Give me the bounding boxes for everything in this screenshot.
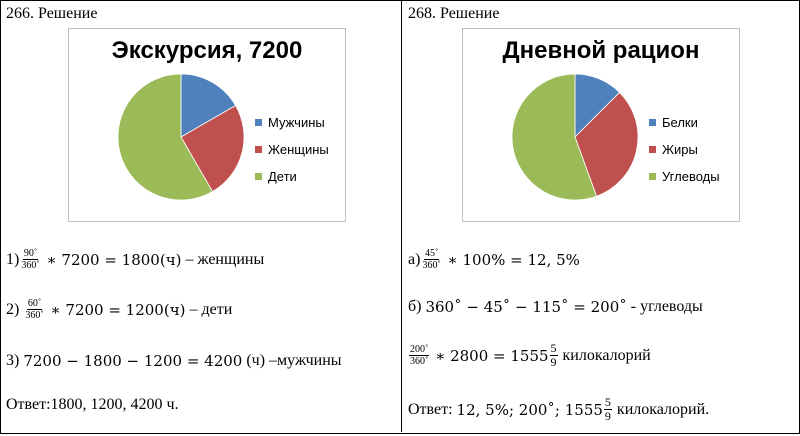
- legend-label: Белки: [662, 115, 698, 130]
- pie-slice-1: [180, 104, 245, 193]
- fraction: 45˚ 360˚: [421, 248, 441, 271]
- pie-slice-1: [574, 91, 639, 197]
- pie-chart: [511, 73, 639, 201]
- chart-excursion: Экскурсия, 7200 Мужчины Женщины Дети: [68, 28, 346, 222]
- mixed-fraction: 5 9: [549, 341, 558, 369]
- answer-expression: 12, 5%; 200˚; 1555: [456, 400, 603, 419]
- chart-legend: Мужчины Женщины Дети: [255, 109, 329, 190]
- fraction: 200˚ 360˚: [409, 344, 430, 367]
- answer-prefix: Ответ:: [408, 400, 457, 418]
- legend-label: Женщины: [268, 142, 329, 157]
- line-tail: – дети: [185, 300, 233, 318]
- line-prefix: 2): [6, 300, 24, 318]
- legend-label: Углеводы: [662, 169, 720, 184]
- legend-label: Жиры: [662, 142, 698, 157]
- line-expression: 360˚ − 45˚ − 115˚ = 200˚: [425, 298, 627, 316]
- line-expression: ∗ 2800 = 1555: [430, 346, 549, 365]
- legend-swatch: [649, 119, 656, 126]
- fraction-denominator: 360˚: [21, 260, 40, 271]
- fraction-numerator: 5: [549, 341, 558, 356]
- fraction-denominator: 360˚: [422, 260, 441, 271]
- solution-line-3: 3) 7200 − 1800 − 1200 = 4200 (ч) –мужчин…: [6, 352, 342, 370]
- fraction-denominator: 9: [604, 409, 611, 423]
- chart-title: Экскурсия, 7200: [111, 37, 303, 64]
- legend-label: Дети: [268, 169, 297, 184]
- fraction-numerator: 200˚: [409, 344, 430, 356]
- answer-line: Ответ: 12, 5%; 200˚; 1555 5 9 килокалори…: [408, 396, 709, 423]
- line-prefix: 3): [6, 352, 24, 369]
- fraction-denominator: 360˚: [25, 310, 44, 321]
- legend-item: Дети: [255, 163, 329, 190]
- legend-label: Мужчины: [268, 115, 325, 130]
- line-tail: – женщины: [181, 250, 265, 268]
- line-tail: килокалорий: [558, 346, 651, 364]
- table-divider: [401, 0, 402, 432]
- answer-tail: килокалорий.: [612, 400, 710, 418]
- solution-line-2: 2) 60˚ 360˚ ∗ 7200 = 1200(ч) – дети: [6, 298, 232, 321]
- line-expression: ∗ 7200 = 1800(ч): [41, 250, 182, 269]
- pie-slice-2: [117, 73, 214, 201]
- cell-268: 268. Решение Дневной рацион Белки Жиры Угл…: [402, 0, 798, 432]
- answer-text: Ответ:1800, 1200, 4200 ч.: [6, 396, 179, 413]
- solution-line-1: а) 45˚ 360˚ ∗ 100% = 12, 5%: [408, 248, 580, 271]
- cell-title: 268. Решение: [408, 5, 500, 22]
- legend-item: Женщины: [255, 136, 329, 163]
- line-tail: - углеводы: [626, 298, 703, 315]
- fraction-numerator: 60˚: [26, 298, 43, 310]
- legend-item: Мужчины: [255, 109, 329, 136]
- line-expression: ∗ 7200 = 1200(ч): [45, 300, 186, 319]
- legend-swatch: [649, 146, 656, 153]
- legend-item: Белки: [649, 109, 720, 136]
- answer-line: Ответ:1800, 1200, 4200 ч.: [6, 396, 179, 414]
- line-expression: ∗ 100% = 12, 5%: [442, 250, 580, 269]
- fraction-denominator: 9: [550, 355, 557, 369]
- fraction-numerator: 5: [603, 395, 612, 410]
- fraction-numerator: 45˚: [423, 248, 440, 260]
- chart-title: Дневной рацион: [502, 37, 700, 64]
- pie-chart: [117, 73, 245, 201]
- fraction-numerator: 90˚: [22, 248, 39, 260]
- pie-slice-2: [511, 73, 598, 201]
- line-prefix: а): [408, 250, 421, 268]
- legend-item: Жиры: [649, 136, 720, 163]
- line-expression: 7200 − 1800 − 1200 = 4200: [23, 352, 243, 370]
- chart-daily-ration: Дневной рацион Белки Жиры Углеводы: [462, 28, 740, 222]
- legend-swatch: [255, 146, 262, 153]
- cell-266: 266. Решение Экскурсия, 7200 Мужчины Женщ…: [0, 0, 401, 432]
- legend-swatch: [649, 173, 656, 180]
- fraction: 60˚ 360˚: [24, 298, 44, 321]
- legend-swatch: [255, 173, 262, 180]
- mixed-fraction: 5 9: [603, 395, 612, 423]
- pie-slice-0: [180, 73, 237, 138]
- solution-line-2: б) 360˚ − 45˚ − 115˚ = 200˚ - углеводы: [408, 298, 703, 316]
- line-tail: (ч) –мужчины: [242, 352, 342, 369]
- line-prefix: б): [408, 298, 426, 315]
- fraction-denominator: 360˚: [410, 356, 429, 367]
- line-prefix: 1): [6, 250, 20, 268]
- legend-item: Углеводы: [649, 163, 720, 190]
- solution-line-1: 1) 90˚ 360˚ ∗ 7200 = 1800(ч) – женщины: [6, 248, 264, 271]
- chart-legend: Белки Жиры Углеводы: [649, 109, 720, 190]
- solution-line-3: 200˚ 360˚ ∗ 2800 = 1555 5 9 килокалорий: [408, 342, 651, 369]
- fraction: 90˚ 360˚: [20, 248, 40, 271]
- cell-title: 266. Решение: [6, 5, 98, 22]
- legend-swatch: [255, 119, 262, 126]
